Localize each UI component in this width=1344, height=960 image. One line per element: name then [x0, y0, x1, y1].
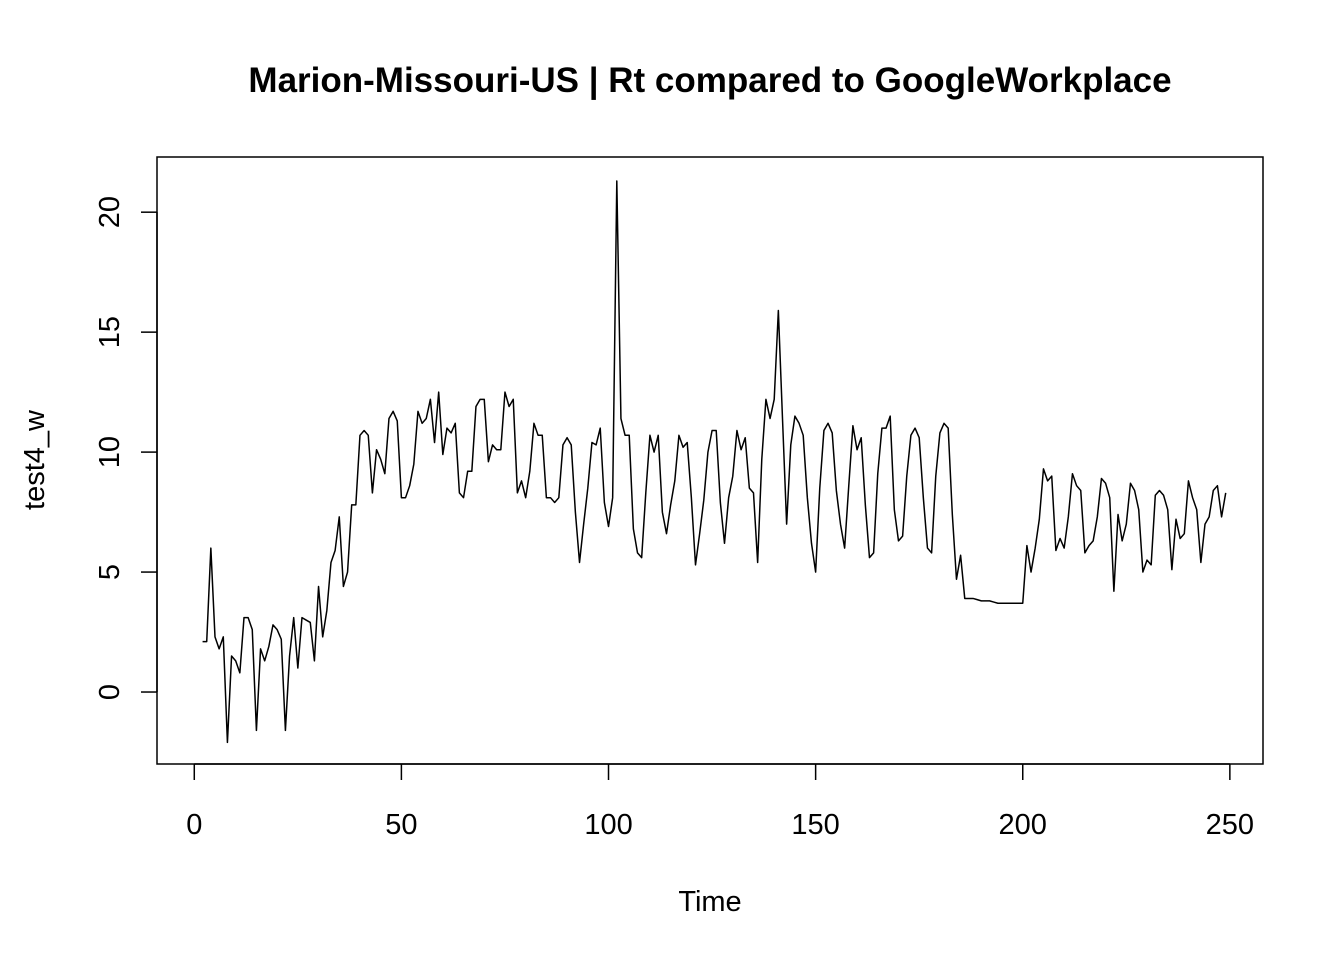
x-tick-label: 150 [791, 809, 839, 841]
x-tick-label: 0 [186, 809, 202, 841]
series-line [202, 180, 1227, 744]
y-tick-label: 10 [94, 436, 126, 468]
y-tick-label: 0 [94, 684, 126, 700]
plot-frame [156, 156, 1264, 765]
x-tick-label: 100 [584, 809, 632, 841]
x-axis: 0 50 100 150 200 250 [186, 763, 1254, 841]
x-tick-label: 200 [999, 809, 1047, 841]
chart-title: Marion-Missouri-US | Rt compared to Goog… [248, 61, 1171, 100]
x-axis-label: Time [678, 886, 741, 918]
y-tick-label: 15 [94, 316, 126, 348]
x-tick-label: 250 [1206, 809, 1254, 841]
y-tick-label: 20 [94, 196, 126, 228]
y-axis-label: test4_w [19, 409, 51, 510]
y-axis: 0 5 10 15 20 [94, 196, 158, 700]
x-tick-label: 50 [385, 809, 417, 841]
y-tick-label: 5 [94, 564, 126, 580]
